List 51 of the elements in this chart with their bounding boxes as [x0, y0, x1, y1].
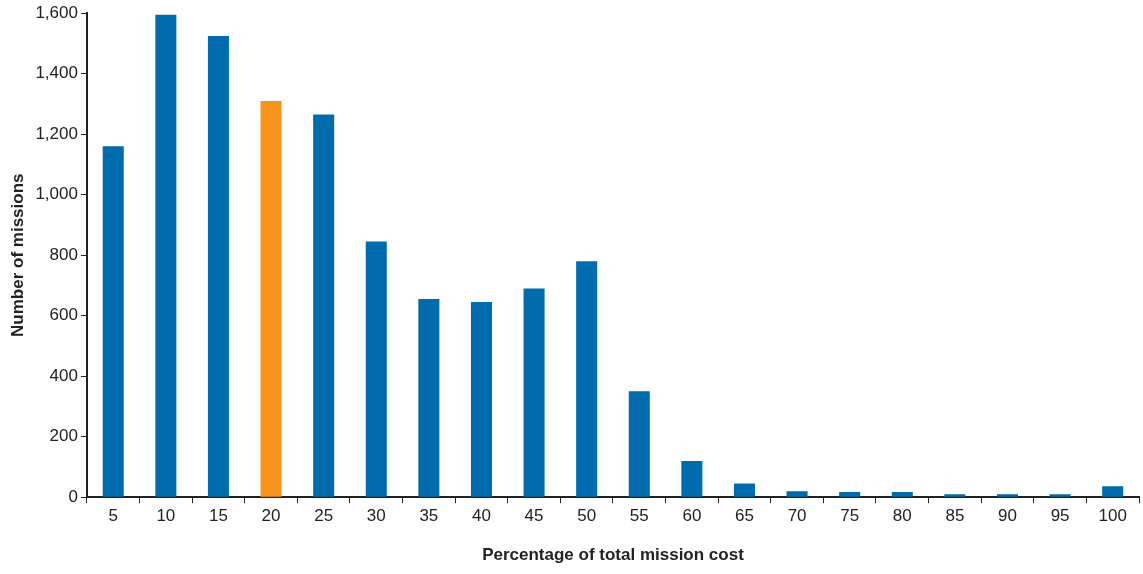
x-tick-label: 50: [577, 506, 597, 526]
bar: [155, 14, 177, 497]
y-tick-label: 400: [49, 365, 78, 385]
bar: [996, 494, 1019, 497]
y-tick-label: 1,200: [35, 123, 78, 143]
x-tick-label: 80: [892, 506, 912, 526]
bar: [628, 391, 650, 497]
bar: [207, 35, 229, 497]
x-tick-label: 70: [787, 506, 807, 526]
y-tick-label: 600: [49, 305, 78, 325]
bar: [839, 492, 861, 497]
bar: [1049, 494, 1071, 497]
x-tick-label: 10: [156, 506, 176, 526]
x-tick-label: 5: [108, 506, 118, 526]
bar: [418, 299, 440, 497]
x-tick-label: 35: [419, 506, 439, 526]
bar: [681, 460, 703, 497]
bar: [1102, 486, 1124, 497]
bar: [944, 494, 966, 497]
bar: [576, 261, 598, 497]
x-tick-label: 15: [208, 506, 228, 526]
bar: [365, 241, 387, 497]
x-tick-label: 90: [998, 506, 1017, 526]
y-tick-label: 1,600: [35, 2, 78, 22]
bar: [733, 483, 755, 497]
x-tick-label: 45: [524, 506, 544, 526]
x-tick-label: 40: [472, 506, 491, 526]
x-tick-label: 95: [1050, 506, 1070, 526]
x-tick-label: 20: [261, 506, 281, 526]
x-tick-label: 60: [682, 506, 702, 526]
y-axis-title: Number of missions: [7, 173, 27, 337]
x-tick-label: 75: [840, 506, 860, 526]
y-tick-label: 0: [68, 486, 78, 506]
x-axis-title: Percentage of total mission cost: [482, 545, 745, 565]
x-tick-label: 25: [314, 506, 334, 526]
bar: [786, 491, 808, 497]
y-tick-label: 800: [49, 244, 78, 264]
x-tick-label: 100: [1098, 506, 1127, 526]
x-tick-label: 30: [366, 506, 386, 526]
bar: [523, 288, 545, 497]
x-tick-label: 85: [945, 506, 965, 526]
x-tick-label: 65: [735, 506, 754, 526]
bar: [313, 114, 335, 497]
x-tick-label: 55: [629, 506, 649, 526]
y-tick-label: 1,000: [35, 184, 78, 204]
y-tick-label: 200: [49, 426, 78, 446]
bar: [470, 302, 492, 497]
bar: [260, 100, 282, 497]
bar: [891, 492, 913, 497]
bar: [102, 146, 124, 497]
y-tick-label: 1,400: [35, 63, 78, 83]
